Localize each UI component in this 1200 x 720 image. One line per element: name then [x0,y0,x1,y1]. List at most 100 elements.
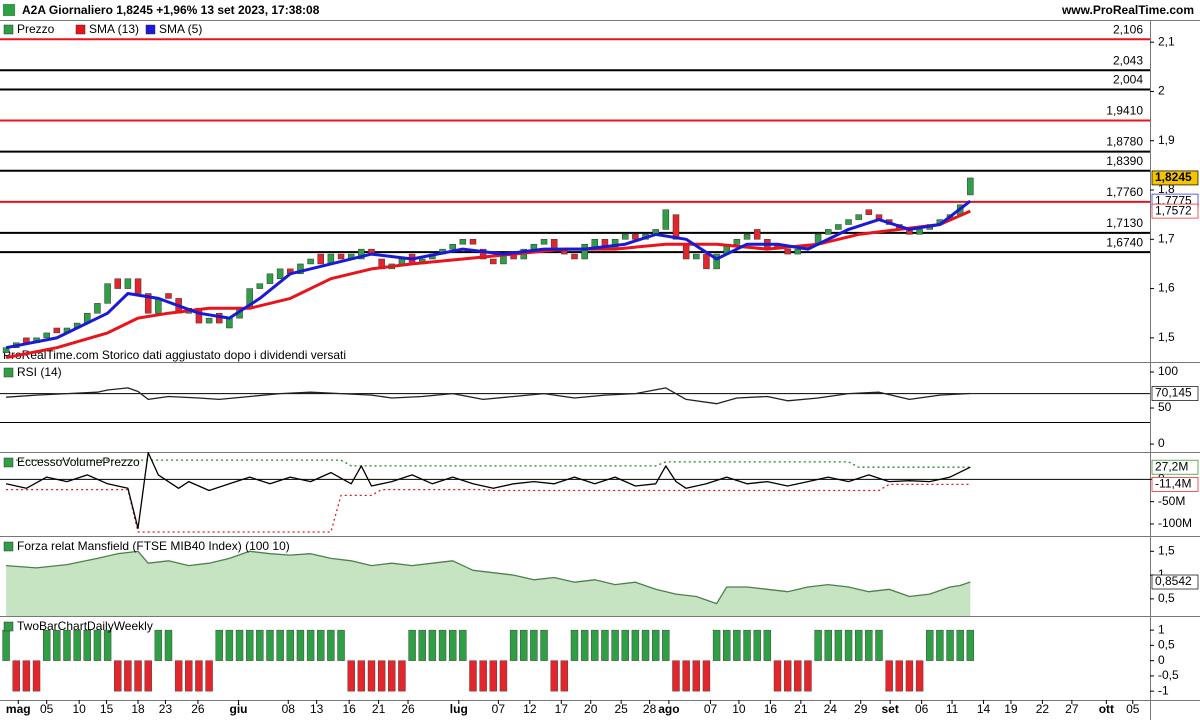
bar [560,660,569,692]
x-tick-label: 06 [915,702,929,716]
y-tick-label: -100M [1158,516,1192,530]
bar [956,629,964,661]
indicator-line [6,387,971,405]
app-icon [3,4,15,16]
indicator-line [6,459,971,468]
x-tick-label: 27 [1065,702,1079,716]
x-tick-label: 24 [824,702,838,716]
bar [174,660,183,692]
bar [814,629,822,661]
panel-icon [3,621,14,632]
bar [42,629,51,661]
bar [723,629,731,661]
bar [926,629,934,661]
y-tick-label: 1,8 [1158,182,1175,196]
bar [824,629,832,661]
y-tick-label: -1 [1158,683,1169,697]
legend-swatch [75,24,86,35]
x-tick-label: 18 [131,702,145,716]
x-tick-label: 25 [615,702,629,716]
x-tick-label: 26 [191,702,205,716]
bar [154,629,163,661]
candle [835,224,842,230]
bar [834,629,843,661]
bar [966,629,975,661]
bar [520,629,528,661]
bar [185,660,193,692]
level-label: 2,043 [1113,53,1143,67]
bar [875,629,883,661]
sma-line [5,209,971,360]
y-tick-label: 1 [1158,622,1165,636]
candle [307,258,314,265]
level-label: 1,9410 [1106,104,1143,118]
bar [651,629,660,661]
panel-icon [3,541,14,552]
x-tick-label: 16 [342,702,356,716]
bar [408,629,416,661]
price-badge-label: 70,145 [1155,386,1192,400]
bar [195,660,203,692]
bar [225,629,234,661]
bar [438,629,447,661]
y-tick-label: 50 [1158,400,1172,414]
bar [83,629,91,661]
level-label: 1,7760 [1106,185,1143,199]
candle [693,253,700,260]
candle [94,303,101,314]
bar [124,660,132,692]
candle [855,214,862,220]
level-label: 2,004 [1113,73,1143,87]
candle [124,278,132,289]
area-line [6,550,971,605]
candle [276,268,284,279]
y-tick-label: 0 [1158,653,1165,667]
x-tick-label: 14 [977,702,991,716]
x-tick-label: mag [6,702,31,716]
x-tick-label: 11 [946,702,959,716]
bar [570,629,579,661]
bar [783,660,792,692]
level-label: 2,106 [1113,22,1143,36]
candle [784,248,791,255]
bar [235,629,244,661]
y-tick-label: 1,6 [1158,281,1175,295]
x-tick-label: ago [658,702,679,716]
area [6,551,971,616]
candle [317,253,324,265]
candle [398,258,406,265]
x-tick-label: lug [450,702,468,716]
x-tick-label: 07 [704,702,718,716]
bar [540,629,548,661]
candle [114,278,121,289]
bar [266,629,274,661]
candle [571,253,578,260]
price-badge-label: 1,7572 [1155,203,1192,217]
bar [550,660,558,692]
candle [459,239,467,245]
bar [164,629,173,661]
bar [733,629,741,661]
x-tick-label: 07 [492,702,506,716]
bar [936,629,944,661]
candle [43,332,50,339]
price-badge-label: 1,8245 [1155,170,1192,184]
candle [845,219,852,225]
level-label: 1,8780 [1106,135,1143,149]
x-tick-label: 20 [584,702,598,716]
candle [53,327,61,334]
header-site[interactable]: www.ProRealTime.com [1061,3,1194,17]
x-tick-label: 08 [282,702,296,716]
bar [580,629,589,661]
note: ProRealTime.com Storico dati aggiustato … [3,348,346,362]
candle [449,243,456,250]
price-badge [1151,574,1199,590]
price-badge-label: 27,2M [1155,459,1188,473]
bar [2,629,10,661]
bar [895,660,903,692]
candle [226,317,233,329]
legend-swatch [145,24,156,35]
bar [479,660,487,692]
bar [763,629,772,661]
price-badge [1151,386,1199,401]
